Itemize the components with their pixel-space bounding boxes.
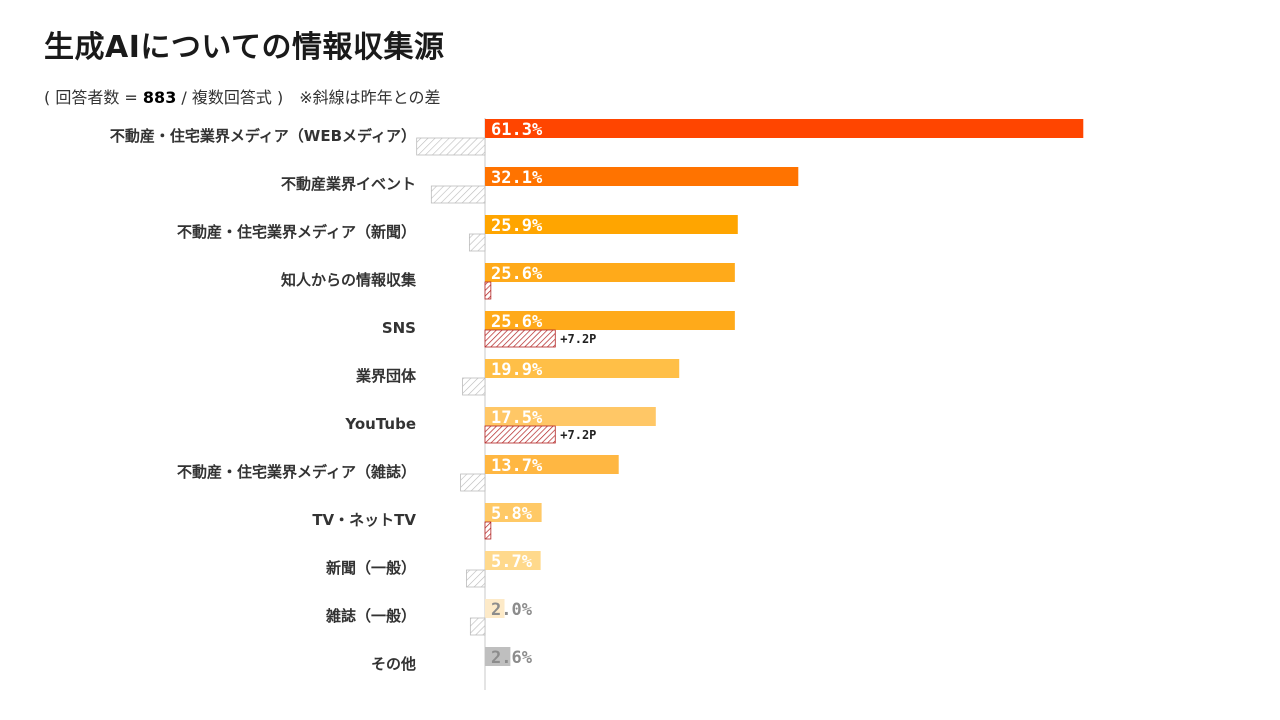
diff-label: +7.2P [560,332,596,346]
value-bar [485,407,656,426]
value-label: 61.3% [491,120,543,140]
value-bar [485,119,1084,138]
category-label: 新聞（一般） [326,559,416,577]
value-label: 5.7% [491,552,533,572]
category-label: その他 [371,655,416,673]
category-label: 業界団体 [355,367,417,385]
subtitle-suffix: / 複数回答式 ) ※斜線は昨年との差 [176,88,441,107]
value-label: 25.6% [491,312,543,332]
diff-bar [416,137,486,156]
diff-bar [484,281,492,300]
category-label: SNS [382,319,416,337]
value-bar [485,215,738,234]
value-label: 17.5% [491,408,543,428]
value-bar [485,503,542,522]
diff-bar [484,425,556,444]
diff-bar [462,377,486,396]
diff-bar [460,473,486,492]
category-label: 不動産・住宅業界メディア（雑誌） [177,463,416,481]
value-bar [485,455,619,474]
diff-bar [469,617,486,636]
value-label: 32.1% [491,168,543,188]
category-label: 雑誌（一般） [325,607,416,625]
value-bar [485,263,735,282]
value-label: 25.6% [491,264,543,284]
diff-label: +7.2P [560,428,596,442]
subtitle-prefix: ( 回答者数 = [44,88,143,107]
value-bar [485,647,511,666]
page-title: 生成AIについての情報収集源 [44,30,445,65]
value-label: 2.6% [491,648,533,668]
diff-bar [484,521,492,540]
value-bar [485,359,680,378]
value-bar [485,167,799,186]
value-label: 19.9% [491,360,543,380]
chart-subtitle: ( 回答者数 = 883 / 複数回答式 ) ※斜線は昨年との差 [44,84,440,108]
diff-bar [484,329,556,348]
category-label: 不動産・住宅業界メディア（新聞） [177,223,416,241]
diff-bar [430,185,486,204]
diff-bar [468,233,486,252]
value-label: 25.9% [491,216,543,236]
value-bar [485,551,541,570]
respondent-count: 883 [142,88,177,107]
value-label: 5.8% [491,504,533,524]
category-label: YouTube [344,415,416,433]
category-label: TV・ネットTV [312,511,416,529]
value-label: 13.7% [491,456,543,476]
value-bar [485,311,735,330]
value-bar [485,599,505,618]
category-label: 知人からの情報収集 [281,271,417,289]
diff-bar [466,569,486,588]
category-label: 不動産業界イベント [281,175,416,193]
category-label: 不動産・住宅業界メディア（WEBメディア） [110,127,416,145]
value-label: 2.0% [491,600,533,620]
